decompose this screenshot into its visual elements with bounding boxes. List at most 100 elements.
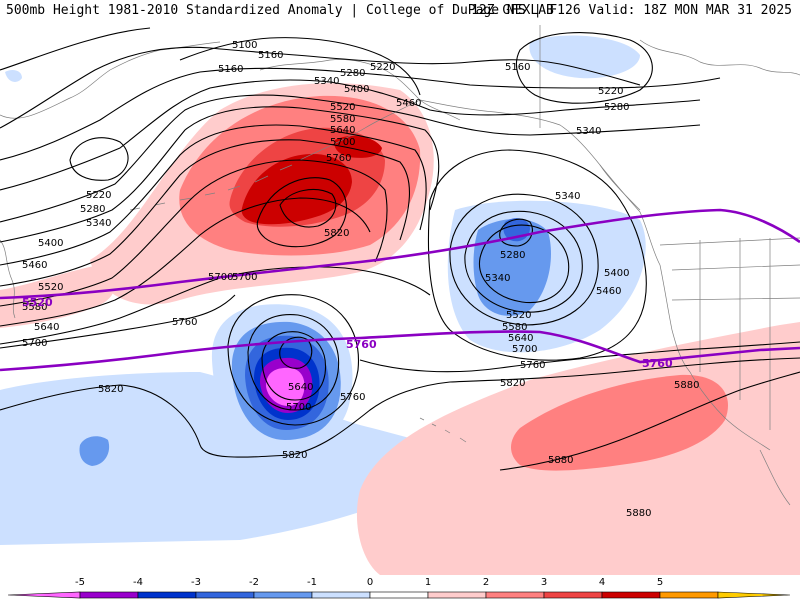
contour-low-ring-1 — [227, 294, 360, 426]
contour-label: 5280 — [604, 102, 629, 113]
contour-5580 — [0, 159, 388, 307]
contour-label: 5580 — [502, 322, 527, 333]
contour-label: 5400 — [344, 84, 369, 95]
contour-5880 — [499, 371, 800, 471]
contour-gulf-low-ring-1 — [449, 193, 599, 326]
positive-anomaly-shading — [0, 83, 800, 575]
coastline-pacific-nw — [659, 264, 691, 373]
contour-label-group: 5100 5160 5220 5280 5340 5400 5460 5520 … — [22, 40, 699, 519]
colorbar-segment — [79, 591, 139, 599]
contour-5640 — [0, 197, 371, 327]
state-borders — [671, 238, 800, 430]
colorbar-segment — [369, 591, 429, 599]
contour-gulf-low-ring-4 — [499, 218, 533, 247]
contour-5400 — [0, 106, 440, 243]
positive-anomaly-pacific-medium — [511, 374, 728, 471]
contour-label: 5760 — [520, 360, 545, 371]
coastline-gulf-alaska — [419, 99, 641, 211]
map-title: 500mb Height 1981-2010 Standardized Anom… — [6, 3, 554, 18]
aleutian-islands — [129, 164, 293, 211]
colorbar-segment — [485, 591, 545, 599]
colorbar-ticks: -5 -4 -3 -2 -1 0 1 2 3 4 5 — [75, 577, 663, 588]
contour-label: 5820 — [98, 384, 123, 395]
contour-5820-high — [279, 189, 337, 228]
colorbar-segment — [7, 591, 81, 599]
colorbar-tick-label: 1 — [425, 577, 431, 588]
colorbar-segment — [253, 591, 313, 599]
contour-label: 5820 — [500, 378, 525, 389]
contour-gulf-trough — [427, 149, 647, 361]
contour-label: 5700 — [286, 402, 311, 413]
contour-label: 5580 — [330, 114, 355, 125]
contour-5280 — [0, 79, 701, 191]
contour-label: 5520 — [38, 282, 63, 293]
contour-low-ring-2 — [247, 314, 340, 411]
contour-label: 5460 — [22, 260, 47, 271]
hawaiian-islands — [419, 417, 467, 443]
contour-label: 5760 — [172, 317, 197, 328]
contour-label: 5280 — [80, 204, 105, 215]
climo-label: 5520 — [22, 296, 53, 309]
positive-anomaly-aleutian-core — [241, 153, 352, 225]
colorbar-segment — [427, 591, 487, 599]
contour-low-ring-4 — [279, 336, 313, 369]
colorbar-tick-label: 0 — [367, 577, 373, 588]
contour-label: 5160 — [258, 50, 283, 61]
negative-anomaly-blob-tiny — [5, 70, 22, 82]
positive-anomaly-west-light — [0, 265, 115, 328]
contour-gulf-low-ring-3 — [478, 224, 570, 304]
colorbar-tick-label: -3 — [191, 577, 201, 588]
contour-label: 5640 — [508, 333, 533, 344]
contour-northwest — [0, 27, 151, 71]
contour-label: 5820 — [282, 450, 307, 461]
contour-label: 5700 — [208, 272, 233, 283]
negative-anomaly-gulf-medium — [473, 218, 551, 316]
coastline-siberia — [0, 41, 221, 119]
contour-label: 5160 — [218, 64, 243, 75]
contour-label: 5700 — [232, 272, 257, 283]
contour-label: 5340 — [485, 273, 510, 284]
contour-label: 5880 — [548, 455, 573, 466]
contour-label: 5820 — [324, 228, 349, 239]
climatology-label-group: 5520 5760 5760 — [22, 296, 673, 370]
contour-label: 5640 — [288, 382, 313, 393]
contour-label: 5640 — [330, 125, 355, 136]
coastline-baja — [759, 449, 791, 506]
contour-label: 5100 — [232, 40, 257, 51]
colorbar-tick-label: -2 — [249, 577, 259, 588]
contour-label: 5700 — [512, 344, 537, 355]
colorbar-segment — [311, 591, 371, 599]
colorbar-segment — [659, 591, 719, 599]
contour-label: 5220 — [86, 190, 111, 201]
contour-label: 5280 — [340, 68, 365, 79]
colorbar-tick-label: 2 — [483, 577, 489, 588]
contour-label: 5340 — [555, 191, 580, 202]
contour-label: 5160 — [505, 62, 530, 73]
contour-label: 5460 — [396, 98, 421, 109]
colorbar-segment — [717, 591, 791, 599]
contour-label: 5340 — [314, 76, 339, 87]
climo-label: 5760 — [346, 338, 377, 351]
contour-label: 5220 — [598, 86, 623, 97]
climo-label: 5760 — [642, 357, 673, 370]
coastline-bc — [599, 164, 661, 266]
negative-anomaly-north-light — [529, 35, 640, 79]
coastline-kamchatka — [0, 239, 16, 319]
colorbar-tick-label: -1 — [307, 577, 317, 588]
colorbar-tick-label: -4 — [133, 577, 143, 588]
colorbar-segment — [543, 591, 603, 599]
contour-label: 5760 — [326, 153, 351, 164]
anomaly-map: 5100 5160 5220 5280 5340 5400 5460 5520 … — [0, 25, 800, 575]
contour-label: 5520 — [330, 102, 355, 113]
colorbar-segment — [195, 591, 255, 599]
negative-anomaly-shading — [0, 35, 646, 545]
colorbar-tick-label: 4 — [599, 577, 605, 588]
contour-label: 5700 — [22, 338, 47, 349]
model-run-info: 12Z GFS | F126 Valid: 18Z MON MAR 31 202… — [471, 3, 792, 18]
colorbar-tick-label: 3 — [541, 577, 547, 588]
contour-label: 5580 — [22, 302, 47, 313]
contour-label: 5400 — [604, 268, 629, 279]
contour-label: 5700 — [330, 137, 355, 148]
colorbar-segment — [601, 591, 661, 599]
